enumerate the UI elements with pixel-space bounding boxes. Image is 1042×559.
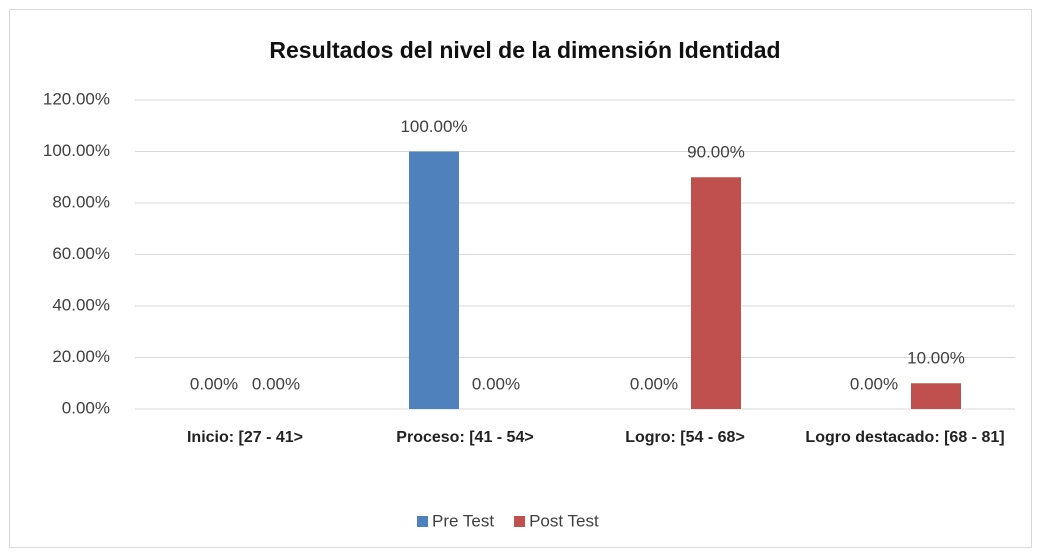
data-label: 0.00% bbox=[252, 374, 300, 393]
y-tick-label: 40.00% bbox=[52, 295, 110, 314]
legend-swatch bbox=[514, 516, 526, 527]
bar bbox=[691, 177, 741, 409]
y-tick-label: 0.00% bbox=[62, 398, 110, 417]
data-label: 0.00% bbox=[190, 374, 238, 393]
y-tick-label: 60.00% bbox=[52, 244, 110, 263]
bar bbox=[911, 383, 961, 409]
x-tick-label: Logro destacado: [68 - 81] bbox=[805, 429, 1005, 446]
legend-swatch bbox=[417, 516, 428, 527]
chart-border bbox=[9, 9, 1032, 548]
y-tick-label: 120.00% bbox=[43, 89, 110, 108]
data-label: 0.00% bbox=[630, 374, 678, 393]
bar bbox=[409, 151, 459, 409]
data-label: 0.00% bbox=[472, 374, 520, 393]
y-tick-label: 100.00% bbox=[43, 141, 110, 160]
data-label: 0.00% bbox=[850, 374, 898, 393]
legend-label: Pre Test bbox=[432, 511, 494, 530]
chart-title: Resultados del nivel de la dimensión Ide… bbox=[269, 37, 780, 63]
x-tick-label: Inicio: [27 - 41> bbox=[186, 429, 304, 446]
x-tick-label: Proceso: [41 - 54> bbox=[396, 429, 534, 446]
y-tick-label: 80.00% bbox=[52, 192, 110, 211]
legend-label: Post Test bbox=[529, 511, 599, 530]
y-tick-label: 20.00% bbox=[52, 347, 110, 366]
data-label: 90.00% bbox=[687, 143, 745, 162]
data-label: 10.00% bbox=[907, 349, 965, 368]
x-tick-label: Logro: [54 - 68> bbox=[625, 429, 745, 446]
data-label: 100.00% bbox=[400, 117, 467, 136]
